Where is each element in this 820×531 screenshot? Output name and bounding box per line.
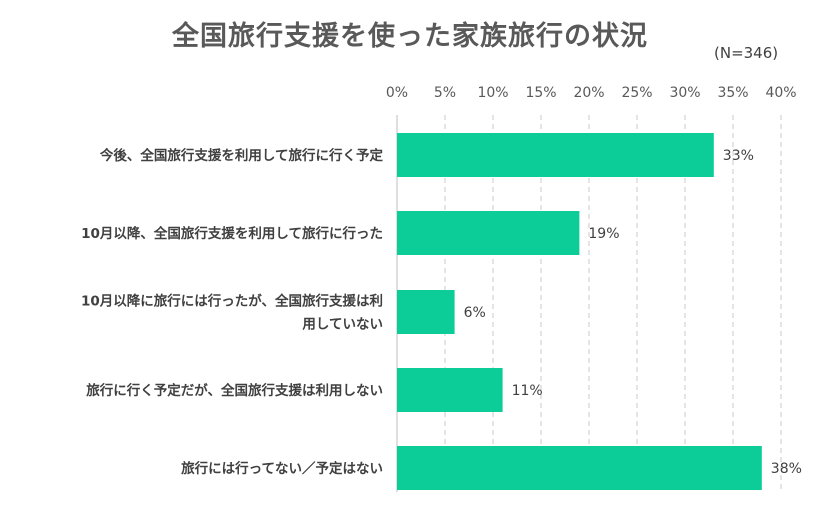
data-label: 38% (771, 461, 802, 477)
x-tick-label: 40% (765, 85, 796, 101)
x-tick-label: 35% (717, 85, 748, 101)
x-tick-label: 5% (434, 85, 456, 101)
category-label: 今後、全国旅行支援を利用して旅行に行く予定 (100, 147, 384, 164)
data-label: 19% (588, 226, 619, 242)
category-label: 用していない (302, 317, 383, 333)
data-label: 6% (464, 305, 486, 321)
x-tick-label: 10% (477, 85, 508, 101)
chart-title: 全国旅行支援を使った家族旅行の状況 (172, 21, 648, 52)
x-tick-label: 20% (573, 85, 604, 101)
sample-size-note: (N=346) (714, 44, 779, 62)
bar (397, 446, 762, 490)
data-label: 11% (512, 383, 543, 399)
category-label: 10月以降に旅行には行ったが、全国旅行支援は利 (81, 293, 383, 310)
bar (397, 211, 580, 255)
x-tick-label: 0% (386, 85, 408, 101)
x-tick-label: 15% (525, 85, 556, 101)
bar (397, 290, 455, 334)
x-tick-label: 25% (621, 85, 652, 101)
x-tick-label: 30% (669, 85, 700, 101)
category-label: 10月以降、全国旅行支援を利用して旅行に行った (81, 225, 383, 242)
data-label: 33% (723, 148, 754, 164)
category-label: 旅行に行く予定だが、全国旅行支援は利用しない (86, 382, 383, 399)
bar (397, 133, 714, 177)
category-label: 旅行には行ってない／予定はない (181, 460, 383, 477)
bar (397, 368, 503, 412)
